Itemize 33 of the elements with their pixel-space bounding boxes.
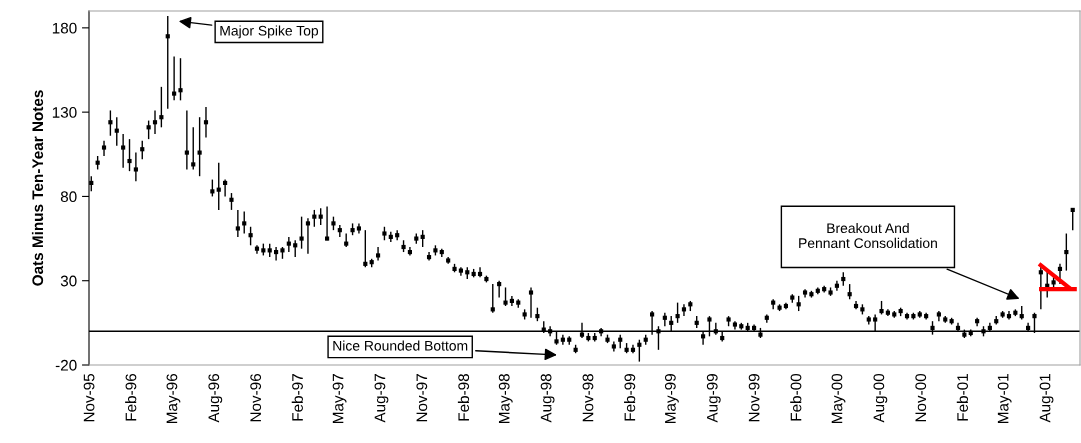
- x-tick-label: Feb-01: [956, 374, 969, 421]
- x-tick-label: Feb-98: [457, 373, 470, 421]
- y-tick-label: 130: [52, 107, 77, 118]
- x-tick-label: May-00: [831, 373, 846, 424]
- x-tick-label: Feb-99: [624, 374, 636, 421]
- x-tick-label: Nov-97: [416, 374, 428, 422]
- y-tick-label: 80: [60, 191, 77, 203]
- x-tick-label: May-99: [664, 374, 679, 424]
- x-tick-label: Aug-99: [706, 374, 721, 423]
- x-tick-label: Nov-95: [83, 373, 95, 422]
- annotation: Breakout And Pennant Consolidation: [799, 222, 937, 249]
- x-tick-label: Nov-98: [582, 373, 594, 422]
- x-tick-label: May-97: [332, 374, 347, 424]
- x-tick-label: May-01: [997, 374, 1012, 424]
- x-tick-label: May-96: [166, 374, 181, 424]
- x-tick-label: Aug-00: [873, 373, 888, 423]
- x-tick-label: Aug-97: [374, 374, 389, 423]
- x-tick-label: May-98: [498, 373, 513, 424]
- annotation: Major Spike Top: [220, 25, 319, 39]
- y-axis-title: Oats Minus Ten-Year Notes: [31, 90, 44, 286]
- x-tick-label: Aug-96: [208, 374, 223, 423]
- x-tick-label: Feb-97: [291, 374, 303, 421]
- y-tick-label: 180: [52, 22, 77, 34]
- x-tick-label: Aug-98: [540, 373, 555, 423]
- y-tick-label: 30: [60, 275, 77, 287]
- annotation: Nice Rounded Bottom: [333, 340, 468, 351]
- x-tick-label: Aug-01: [1039, 374, 1054, 423]
- x-tick-label: Feb-96: [125, 374, 137, 421]
- x-tick-label: Feb-00: [790, 373, 802, 421]
- x-tick-label: Nov-00: [915, 373, 927, 422]
- x-tick-label: Nov-96: [250, 374, 262, 422]
- y-tick-label: -20: [55, 359, 77, 371]
- x-tick-label: Nov-99: [748, 374, 760, 422]
